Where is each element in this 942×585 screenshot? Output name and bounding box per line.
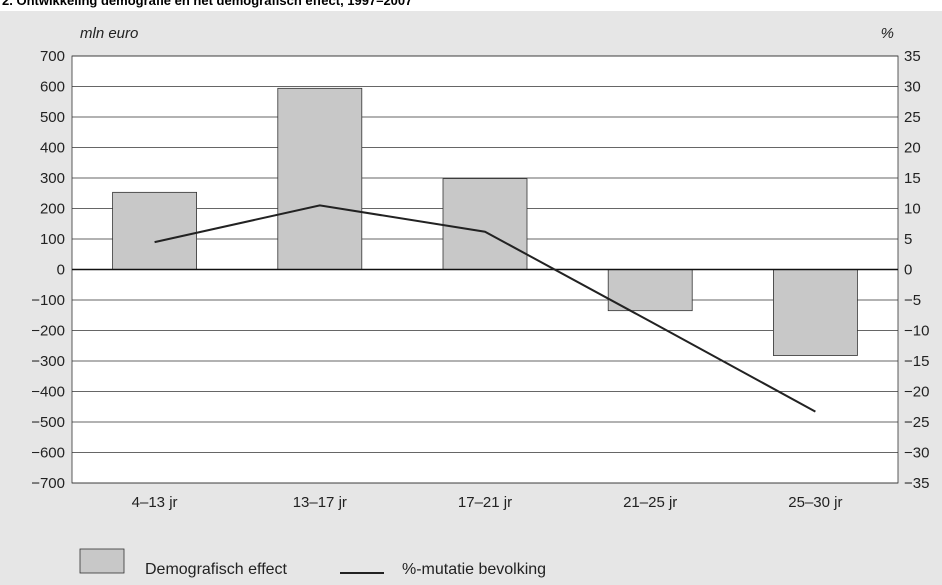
y-tick-label: −200 bbox=[31, 323, 65, 340]
legend-swatch-bar bbox=[79, 548, 125, 574]
legend-label-bar: Demografisch effect bbox=[145, 561, 288, 578]
bar bbox=[773, 269, 858, 356]
bar bbox=[112, 191, 197, 270]
y-tick-label: 200 bbox=[40, 201, 65, 218]
y-tick-label: −600 bbox=[31, 445, 65, 462]
x-tick-label: 21–25 jr bbox=[623, 494, 677, 511]
y2-tick-label: −15 bbox=[904, 353, 929, 370]
y-tick-label: −100 bbox=[31, 292, 65, 309]
y2-tick-label: 15 bbox=[904, 170, 921, 187]
chart-panel: 700 600 500 400 300 200 100 0 −100 −200 −300 −400 −5… bbox=[0, 11, 942, 585]
y-tick-label: 500 bbox=[40, 109, 65, 126]
y-tick-label: 400 bbox=[40, 140, 65, 157]
x-axis-ticks: 4–13 jr 13–17 jr 17–21 jr 21–25 jr 25–30 jr bbox=[132, 494, 843, 511]
bar bbox=[607, 269, 693, 312]
y2-axis-label: % bbox=[881, 25, 894, 42]
chart-title: 2. Ontwikkeling demografie en het demogr… bbox=[2, 0, 413, 8]
y2-tick-label: −30 bbox=[904, 445, 929, 462]
y2-tick-label: −25 bbox=[904, 414, 929, 431]
bar bbox=[277, 87, 363, 270]
y-tick-label: 300 bbox=[40, 170, 65, 187]
y2-tick-label: 20 bbox=[904, 140, 921, 157]
y2-tick-label: 10 bbox=[904, 201, 921, 218]
y2-tick-label: −5 bbox=[904, 292, 921, 309]
y2-tick-label: 30 bbox=[904, 79, 921, 96]
y-tick-label: 600 bbox=[40, 79, 65, 96]
y-tick-label: −500 bbox=[31, 414, 65, 431]
x-tick-label: 13–17 jr bbox=[293, 494, 347, 511]
y2-tick-label: 25 bbox=[904, 109, 921, 126]
right-axis-ticks: 35 30 25 20 15 10 5 0 −5 −10 −15 −20 −25 −30 −35 bbox=[904, 48, 929, 492]
line-series bbox=[154, 204, 816, 413]
line-series-path bbox=[154, 204, 816, 413]
y-tick-label: 100 bbox=[40, 231, 65, 248]
y-axis-label: mln euro bbox=[80, 25, 138, 42]
y2-tick-label: 0 bbox=[904, 262, 912, 279]
y2-tick-label: −10 bbox=[904, 323, 929, 340]
y2-tick-label: −20 bbox=[904, 384, 929, 401]
y-tick-label: −300 bbox=[31, 353, 65, 370]
y2-tick-label: 5 bbox=[904, 231, 912, 248]
legend-label-line: %-mutatie bevolking bbox=[402, 561, 546, 578]
bar-series bbox=[112, 87, 858, 356]
y2-tick-label: 35 bbox=[904, 48, 921, 65]
y-tick-label: 0 bbox=[57, 262, 65, 279]
bar bbox=[442, 178, 528, 270]
x-tick-label: 4–13 jr bbox=[132, 494, 178, 511]
y-tick-label: −700 bbox=[31, 475, 65, 492]
y2-tick-label: −35 bbox=[904, 475, 929, 492]
x-tick-label: 25–30 jr bbox=[788, 494, 842, 511]
combo-chart: 7006005004003002001000−100−200−300−400−5… bbox=[31, 25, 929, 578]
legend: Demografisch effect %-mutatie bevolking bbox=[79, 548, 546, 578]
y-tick-label: 700 bbox=[40, 48, 65, 65]
x-tick-label: 17–21 jr bbox=[458, 494, 512, 511]
y-tick-label: −400 bbox=[31, 384, 65, 401]
left-axis-ticks: 700 600 500 400 300 200 100 0 −100 −200 −300 −400 −5… bbox=[31, 48, 65, 492]
